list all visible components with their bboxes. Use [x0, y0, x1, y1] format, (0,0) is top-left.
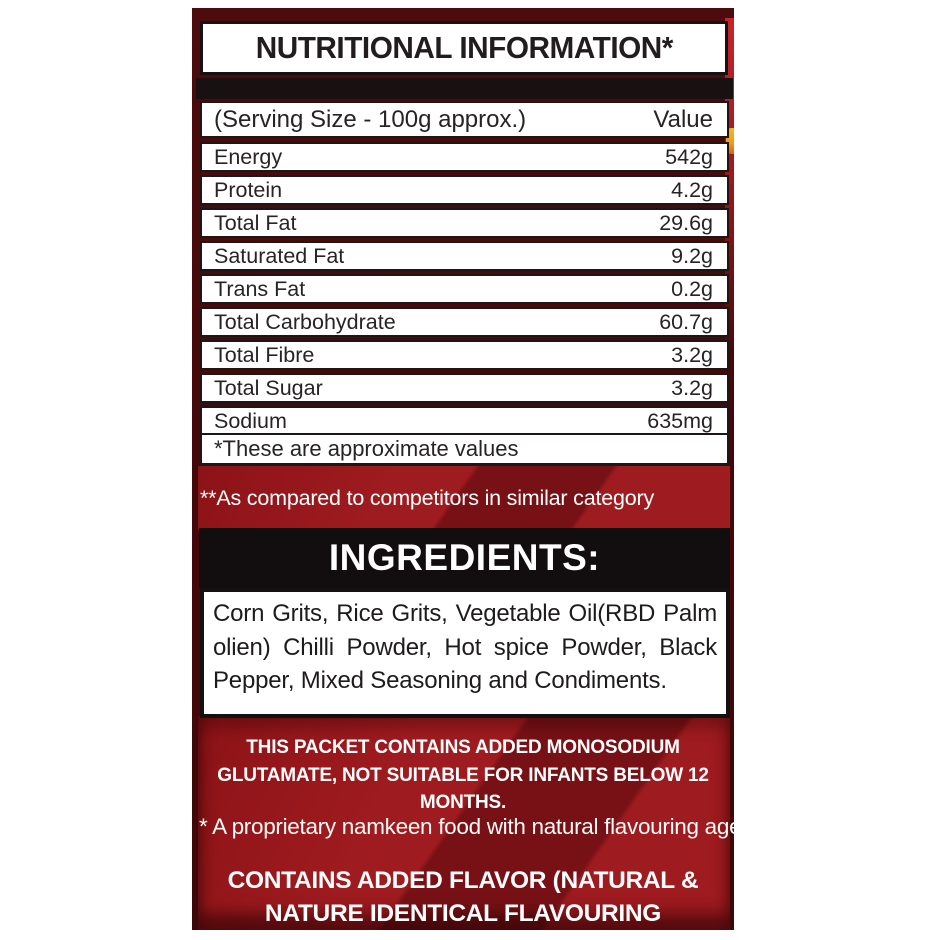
nutrition-header: NUTRITIONAL INFORMATION*	[200, 21, 728, 75]
msg-warning-line1: THIS PACKET CONTAINS ADDED MONOSODIUM	[246, 737, 680, 758]
table-row: Sodium 635mg	[200, 406, 729, 436]
nutrient-label: Total Sugar	[214, 375, 323, 400]
added-flavor-line2: NATURE IDENTICAL FLAVOURING SUBSTANCES).	[264, 900, 662, 927]
added-flavor-note: CONTAINS ADDED FLAVOR (NATURAL & NATURE …	[192, 864, 734, 930]
red-band-upper	[198, 466, 730, 530]
table-row: Total Sugar 3.2g	[200, 373, 729, 403]
nutrient-value: 9.2g	[671, 243, 713, 268]
nutrient-label: Total Fibre	[214, 342, 315, 367]
nutrient-value: 29.6g	[659, 210, 713, 235]
ingredients-heading: INGREDIENTS:	[199, 528, 730, 588]
ingredients-heading-text: INGREDIENTS:	[328, 537, 601, 578]
msg-warning-line2: GLUTAMATE, NOT SUITABLE FOR INFANTS BELO…	[217, 764, 709, 814]
table-footnote-row: *These are approximate values	[200, 433, 729, 465]
table-row: Total Fat 29.6g	[200, 208, 729, 238]
nutrient-value: 4.2g	[671, 177, 713, 202]
nutrient-label: Energy	[214, 144, 283, 169]
package-edge-accent	[726, 128, 734, 154]
nutrient-value: 3.2g	[671, 375, 713, 400]
table-header-row: (Serving Size - 100g approx.) Value	[200, 101, 729, 138]
table-row: Energy 542g	[200, 142, 729, 172]
table-row: Total Carbohydrate 60.7g	[200, 307, 729, 337]
nutrient-value: 3.2g	[671, 342, 713, 367]
nutrient-label: Protein	[214, 177, 283, 202]
nutrient-label: Total Fat	[214, 210, 297, 235]
table-row: Saturated Fat 9.2g	[200, 241, 729, 271]
ingredients-box: Corn Grits, Rice Grits, Vegetable Oil(RB…	[200, 588, 730, 718]
nutrient-label: Sodium	[214, 408, 287, 433]
value-column-header: Value	[653, 105, 713, 133]
nutrient-label: Trans Fat	[214, 276, 306, 301]
nutrient-value: 635mg	[647, 408, 713, 433]
nutrient-value: 542g	[665, 144, 713, 169]
table-row: Total Fibre 3.2g	[200, 340, 729, 370]
nutrient-value: 60.7g	[659, 309, 713, 334]
red-band-lower	[198, 716, 730, 930]
divider-bar	[196, 78, 733, 99]
nutrient-value: 0.2g	[671, 276, 713, 301]
competitor-comparison-note: **As compared to competitors in similar …	[200, 486, 655, 510]
nutrient-label: Total Carbohydrate	[214, 309, 396, 334]
nutrient-label: Saturated Fat	[214, 243, 345, 268]
ingredients-list: Corn Grits, Rice Grits, Vegetable Oil(RB…	[213, 600, 717, 694]
table-row: Protein 4.2g	[200, 175, 729, 205]
table-row: Trans Fat 0.2g	[200, 274, 729, 304]
proprietary-food-note: * A proprietary namkeen food with natura…	[199, 814, 734, 839]
added-flavor-line1: CONTAINS ADDED FLAVOR (NATURAL &	[227, 867, 699, 894]
serving-size-label: (Serving Size - 100g approx.)	[214, 105, 527, 133]
nutrition-label-panel: NUTRITIONAL INFORMATION* (Serving Size -…	[192, 8, 734, 930]
approximate-values-note: *These are approximate values	[214, 436, 519, 461]
nutrition-title: NUTRITIONAL INFORMATION*	[255, 30, 673, 65]
panel-right-edge	[725, 18, 734, 348]
msg-warning: THIS PACKET CONTAINS ADDED MONOSODIUM GL…	[192, 734, 734, 817]
